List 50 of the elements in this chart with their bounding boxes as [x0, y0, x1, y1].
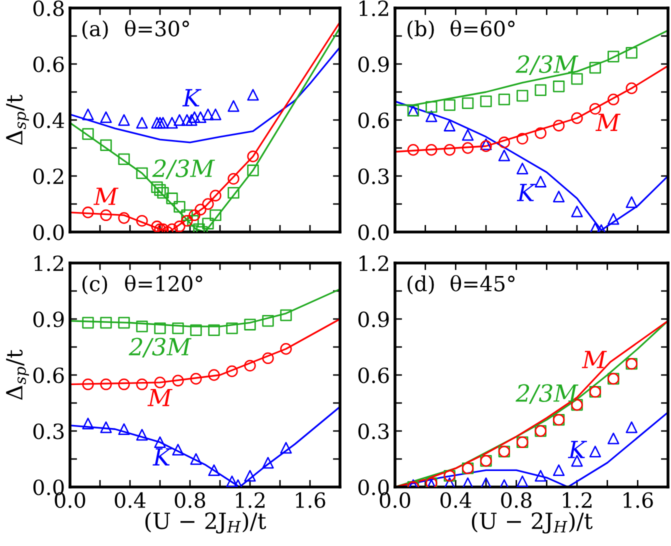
x-tick-label: 0.8: [174, 492, 206, 508]
x-tick-label: 1.2: [562, 492, 592, 508]
annotation: M: [582, 350, 607, 368]
y-tick-label: 1.2: [360, 0, 388, 16]
y-tick-label: 0.0: [358, 224, 389, 240]
annotation: (d): [408, 275, 434, 294]
annotation: θ=45°: [450, 275, 515, 292]
annotation: M: [147, 388, 172, 406]
y-tick-label: 0.6: [358, 367, 389, 384]
x-tick-label: 1.2: [236, 492, 265, 508]
x-tick-label: 0.4: [440, 492, 472, 508]
annotation: 2/3M: [128, 338, 192, 358]
annotation: K: [182, 89, 202, 106]
annotation: θ=60°: [450, 20, 515, 36]
annotation: M: [93, 188, 118, 205]
y-tick-label: 0.2: [33, 168, 64, 184]
y-tick-label: 0.0: [33, 224, 64, 240]
y-tick-label: 0.3: [33, 423, 64, 440]
x-tick-label: 1.6: [296, 492, 326, 508]
x-tick-label: 0.8: [501, 492, 532, 508]
y-tick-label: 0.3: [358, 168, 389, 184]
y-tick-label: 0.6: [33, 56, 64, 72]
annotation: M: [595, 114, 621, 131]
y-tick-label: 0.6: [33, 367, 64, 384]
annotation: 2/3M: [516, 384, 578, 404]
annotation: 2/3M: [152, 159, 215, 180]
annotation: θ=120°: [125, 275, 202, 292]
y-axis-title: Δ$_{sp}$/t: [6, 350, 30, 400]
y-axis-title: Δ$_{sp}$/t: [6, 94, 30, 145]
y-tick-label: 0.3: [358, 423, 389, 440]
y-tick-label: 0.9: [33, 311, 64, 328]
annotation: K: [568, 440, 588, 458]
y-tick-label: 1.2: [34, 255, 64, 272]
y-tick-label: 0.9: [358, 311, 389, 328]
annotation: (b): [408, 20, 434, 40]
x-tick-label: 1.6: [624, 492, 653, 508]
annotation: K: [516, 184, 536, 202]
annotation: (a): [82, 20, 108, 40]
y-tick-label: 0.8: [33, 0, 64, 16]
y-tick-label: 0.6: [358, 112, 389, 128]
annotation: (c): [82, 275, 108, 294]
annotation: K: [152, 448, 172, 466]
annotation: 2/3M: [516, 55, 578, 75]
y-tick-label: 0.4: [33, 112, 64, 128]
x-axis-title: (U − 2J$_{H}$)/t: [472, 512, 593, 534]
y-tick-label: 1.2: [360, 255, 388, 272]
annotation: θ=30°: [125, 20, 189, 36]
y-tick-label: 0.9: [358, 56, 389, 72]
x-tick-label: 0.4: [114, 492, 146, 508]
x-axis-title: (U − 2J$_{H}$)/t: [145, 512, 266, 534]
